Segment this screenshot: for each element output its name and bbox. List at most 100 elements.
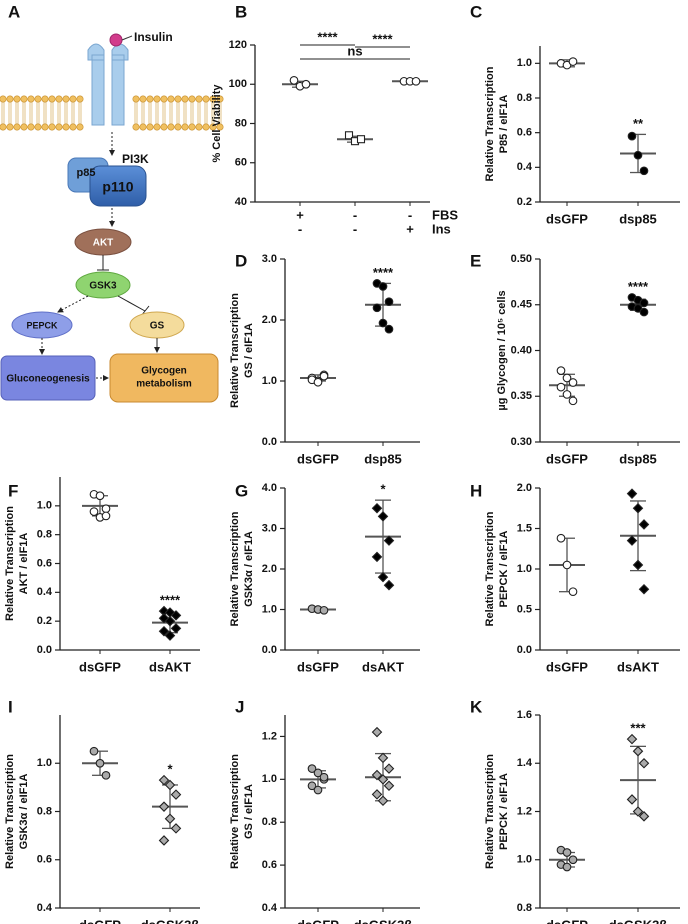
panel-label: E	[470, 251, 481, 270]
y-tick-label: 1.0	[262, 375, 277, 387]
data-point	[170, 823, 182, 834]
data-point	[568, 378, 578, 387]
receptor	[87, 43, 129, 126]
data-point	[158, 625, 170, 637]
gluconeogenesis-label: Gluconeogenesis	[6, 374, 90, 385]
data-point	[164, 615, 176, 627]
data-point	[568, 587, 578, 597]
data-point	[158, 835, 170, 846]
panel-label: J	[235, 697, 244, 716]
y-tick-label: 1.0	[262, 773, 277, 785]
lipid-head	[62, 95, 70, 103]
lipid-head	[216, 95, 224, 103]
pathway-diagram: A Insulin p85 PI3K p110 AKT GSK3 PEPCK G…	[0, 2, 224, 403]
data-point	[562, 848, 572, 857]
data-point	[632, 806, 644, 817]
data-point	[301, 79, 311, 89]
data-point	[371, 769, 383, 781]
panel-label: D	[235, 251, 247, 270]
data-point	[377, 795, 389, 807]
y-tick-label: 0.5	[517, 603, 532, 615]
lipid-head	[41, 123, 49, 131]
significance: *	[380, 482, 386, 497]
y-tick-label: 0.6	[37, 557, 52, 569]
chart: C 0.2 0.4 0.6 0.8 1.0 Relative Transcription P8…	[470, 2, 680, 226]
insulin-ball	[109, 33, 123, 47]
lipid-head	[13, 95, 21, 103]
y-tick-label: 0.8	[37, 529, 52, 541]
panel-label: B	[235, 2, 247, 21]
y-tick-label: 0.40	[511, 344, 532, 356]
condition-value: -	[353, 221, 357, 236]
y-tick-label: 1.5	[517, 522, 532, 534]
data-point	[383, 579, 395, 591]
y-tick-label: 40	[235, 196, 247, 208]
data-point	[378, 282, 388, 291]
y-tick-label: 0.45	[511, 299, 532, 311]
lipid-head	[27, 95, 35, 103]
lipid-head	[174, 95, 182, 103]
data-point	[164, 813, 176, 825]
data-point	[383, 763, 395, 774]
lipid-head	[216, 123, 224, 131]
data-point	[89, 507, 99, 516]
x-tick-label: dsGSK3ß	[141, 917, 200, 924]
y-tick-label: 0.30	[511, 436, 532, 448]
lipid-head	[195, 95, 203, 103]
chart: D 0.0 1.0 2.0 3.0 Relative Transcription GS / …	[229, 251, 420, 466]
data-point	[384, 297, 394, 307]
y-axis-label: GS / eIF1A	[243, 323, 255, 378]
y-tick-label: 1.2	[517, 805, 532, 817]
y-tick-label: 1.6	[517, 709, 532, 721]
glycogen-label: Glycogen	[141, 366, 187, 377]
akt-label: AKT	[93, 238, 114, 249]
data-point	[638, 583, 650, 595]
data-point	[568, 57, 578, 66]
y-tick-label: 0.2	[37, 615, 52, 627]
y-axis-label: GSK3α / eIF1A	[243, 531, 255, 607]
lipid-head	[41, 95, 49, 103]
lipid-head	[181, 95, 189, 103]
lipid-head	[153, 123, 161, 131]
y-tick-label: 0.0	[37, 644, 52, 656]
x-tick-label: dsAKT	[362, 659, 404, 674]
p110-label: p110	[102, 179, 133, 195]
panel-label: A	[8, 2, 20, 21]
y-tick-label: 0.2	[517, 196, 532, 208]
y-tick-label: 0.8	[37, 805, 52, 817]
data-point	[371, 502, 383, 514]
data-point	[319, 605, 329, 615]
y-tick-label: 0.6	[262, 859, 277, 871]
y-tick-label: 80	[235, 117, 247, 129]
lipid-head	[76, 123, 84, 131]
data-point	[562, 390, 572, 399]
data-point	[632, 502, 644, 514]
p85-label: p85	[77, 167, 96, 179]
y-tick-label: 0.8	[517, 902, 532, 914]
data-point	[289, 75, 299, 85]
significance: ****	[373, 265, 394, 280]
y-axis-label: Relative Transcription	[229, 293, 241, 408]
significance: **	[633, 116, 644, 131]
y-tick-label: 3.0	[262, 522, 277, 534]
chart: E 0.30 0.35 0.40 0.45 0.50 µg Glycogen / 10⁵ c…	[470, 251, 680, 466]
data-point	[626, 733, 638, 745]
lipid-head	[209, 95, 217, 103]
p110-box	[89, 165, 147, 207]
data-point	[170, 610, 182, 621]
data-point	[158, 774, 170, 786]
x-tick-label: dsp85	[364, 451, 402, 466]
lipid-head	[181, 123, 189, 131]
y-axis-label: GS / eIF1A	[243, 784, 255, 839]
y-tick-label: 0.0	[517, 644, 532, 656]
y-tick-label: 100	[229, 78, 247, 90]
x-tick-label: dsp85	[619, 211, 657, 226]
data-point	[319, 371, 329, 381]
y-axis-label: Relative Transcription	[4, 506, 16, 621]
data-point	[626, 488, 638, 499]
chart: K 0.8 1.0 1.2 1.4 1.6 Relative Transcription PE…	[470, 697, 680, 924]
gs-label: GS	[150, 321, 165, 332]
insulin-label: Insulin	[134, 30, 173, 44]
